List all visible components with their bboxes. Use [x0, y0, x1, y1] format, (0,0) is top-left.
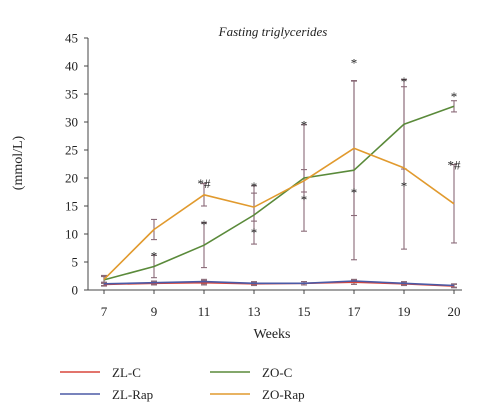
significance-marker: *#	[198, 176, 212, 191]
significance-marker: *	[351, 56, 358, 71]
significance-marker: *	[351, 185, 358, 200]
y-tick-label: 40	[65, 59, 78, 74]
legend-label-zo-rap: ZO-Rap	[262, 387, 305, 402]
legend-label-zo-c: ZO-C	[262, 365, 292, 380]
legend-label-zl-rap: ZL-Rap	[112, 387, 153, 402]
significance-marker: *	[401, 178, 408, 193]
x-tick-label: 15	[298, 304, 311, 319]
significance-marker: *	[301, 117, 308, 132]
y-axis-title: (mmol/L)	[11, 135, 26, 190]
significance-marker: *	[401, 74, 408, 89]
series-lines	[103, 105, 455, 287]
y-tick-label: 10	[65, 227, 78, 242]
y-tick-label: 25	[65, 143, 78, 158]
x-tick-label: 17	[348, 304, 362, 319]
x-axis-title: Weeks	[254, 327, 291, 342]
series-line-zl-rap	[103, 280, 455, 287]
series-line-zo-c	[103, 105, 455, 281]
axes: 0 5 10 15 20 25 30 35 40 45 7 9 11 13 15 17 19 20	[65, 31, 462, 319]
significance-marker: *	[301, 192, 308, 207]
significance-marker: *	[451, 89, 458, 104]
x-tick-label: 11	[198, 304, 211, 319]
y-tick-label: 45	[65, 31, 78, 46]
x-tick-label: 7	[101, 304, 108, 319]
significance-marker: *	[251, 179, 258, 194]
legend: ZL-C ZO-C ZL-Rap ZO-Rap	[60, 365, 305, 402]
significance-marker: *	[201, 217, 208, 232]
y-tick-label: 20	[65, 171, 78, 186]
legend-label-zl-c: ZL-C	[112, 365, 141, 380]
x-tick-label: 19	[398, 304, 411, 319]
chart-title: Fasting triglycerides	[218, 24, 328, 39]
significance-markers: * * *# * * * * * * * * * *#	[151, 56, 461, 264]
significance-marker: *	[251, 225, 258, 240]
x-tick-label: 20	[448, 304, 461, 319]
y-tick-label: 15	[65, 199, 78, 214]
y-tick-label: 30	[65, 115, 78, 130]
x-tick-label: 9	[151, 304, 158, 319]
significance-marker: *	[151, 248, 158, 263]
y-tick-label: 0	[72, 283, 79, 298]
significance-marker: *#	[448, 158, 462, 173]
x-tick-label: 13	[248, 304, 261, 319]
series-line-zo-rap	[103, 147, 455, 280]
y-tick-label: 35	[65, 87, 78, 102]
y-tick-label: 5	[72, 255, 79, 270]
